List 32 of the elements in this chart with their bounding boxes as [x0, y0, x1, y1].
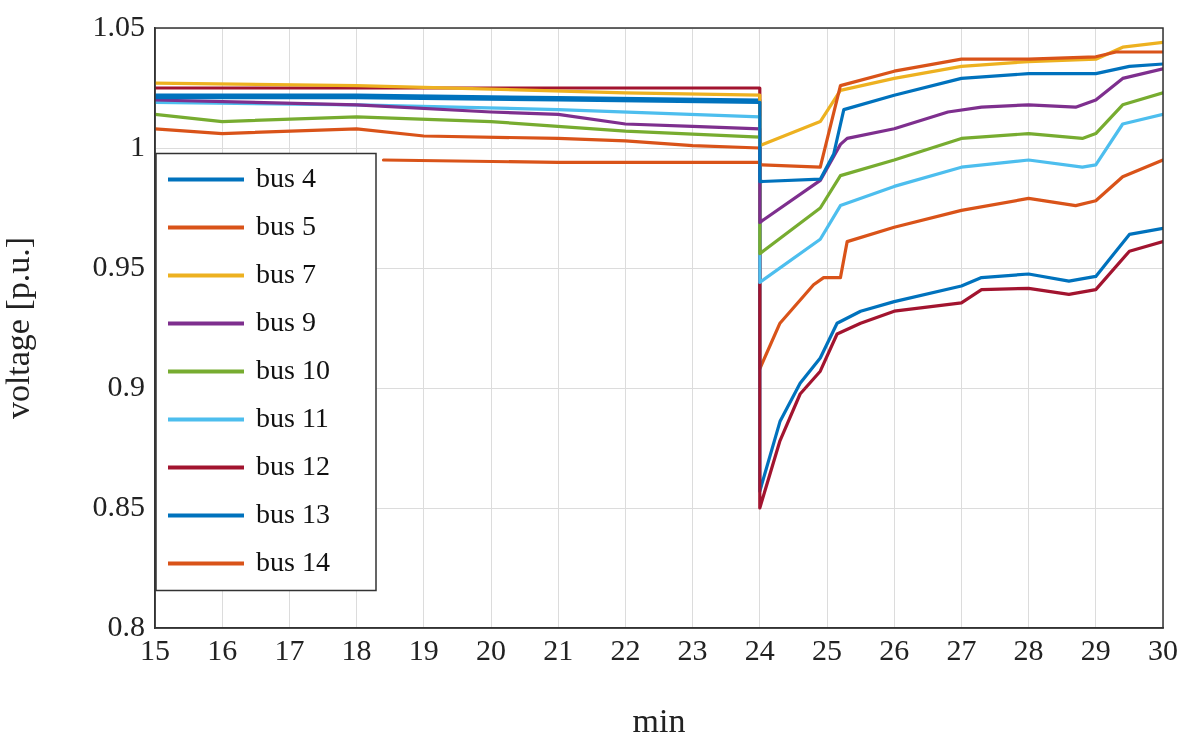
legend-label: bus 10 [256, 353, 330, 385]
legend-label: bus 9 [256, 305, 316, 337]
x-tick-label: 20 [476, 632, 506, 666]
x-tick-label: 19 [408, 632, 439, 666]
x-tick-label: 16 [207, 632, 238, 666]
y-tick-label: 0.8 [107, 608, 145, 642]
x-tick-label: 28 [1013, 632, 1044, 666]
legend-label: bus 5 [256, 209, 316, 241]
x-tick-label: 25 [812, 632, 842, 666]
x-tick-label: 22 [610, 632, 641, 666]
x-tick-label: 23 [677, 632, 708, 666]
legend-label: bus 14 [256, 545, 330, 577]
legend-label: bus 11 [256, 401, 329, 433]
y-tick-label: 0.95 [92, 248, 145, 282]
x-tick-label: 27 [946, 632, 977, 666]
y-axis-title: voltage [p.u.] [0, 236, 37, 420]
x-tick-label: 30 [1148, 632, 1178, 666]
y-tick-label: 1 [130, 128, 145, 162]
x-tick-label: 24 [744, 632, 775, 666]
y-tick-label: 0.9 [107, 368, 145, 402]
legend-label: bus 7 [256, 257, 316, 289]
x-tick-label: 29 [1080, 632, 1111, 666]
legend-label: bus 13 [256, 497, 330, 529]
x-tick-label: 21 [543, 632, 574, 666]
x-tick-label: 17 [274, 632, 305, 666]
x-tick-label: 18 [341, 632, 372, 666]
x-tick-label: 26 [879, 632, 910, 666]
y-tick-label: 1.05 [92, 8, 145, 42]
legend-label: bus 12 [256, 449, 330, 481]
x-axis-title: min [632, 701, 686, 739]
y-tick-label: 0.85 [92, 488, 145, 522]
legend-label: bus 4 [256, 161, 316, 193]
